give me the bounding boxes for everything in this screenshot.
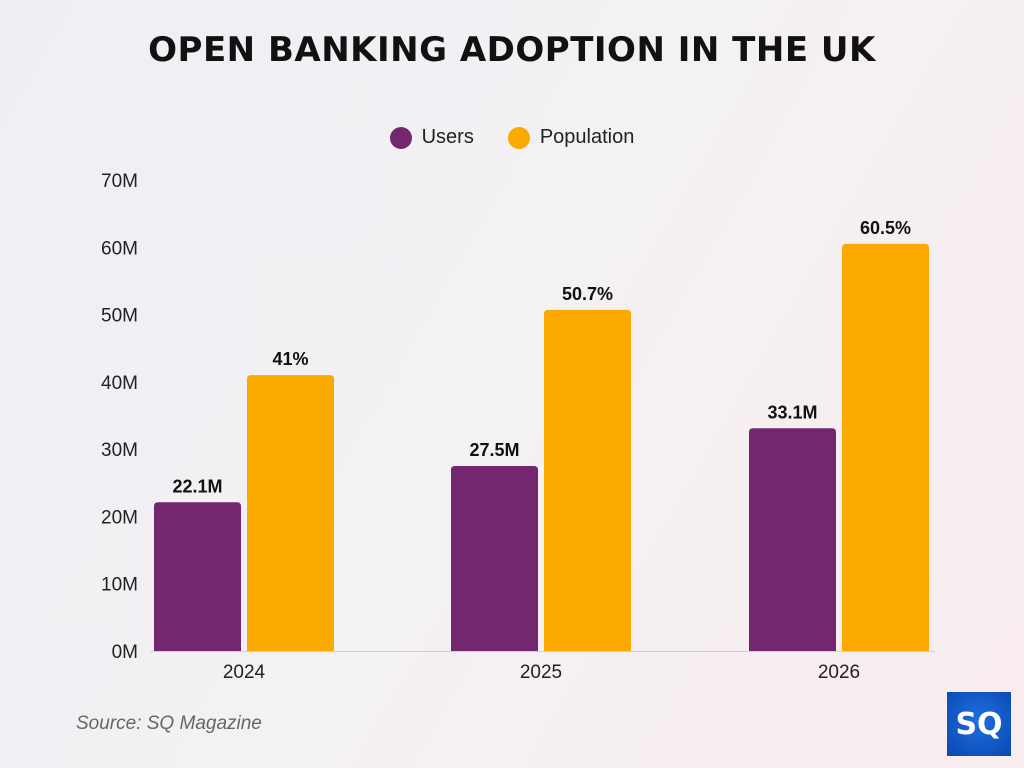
- chart-title: OPEN BANKING ADOPTION IN THE UK: [148, 30, 876, 70]
- legend-label-population: Population: [539, 126, 635, 148]
- y-tick-label: 60M: [101, 238, 138, 259]
- bar-users-2024: [154, 502, 241, 651]
- y-tick-label: 20M: [101, 507, 138, 528]
- y-tick-label: 50M: [101, 306, 138, 327]
- data-label: 22.1M: [172, 476, 222, 496]
- x-tick-label: 2025: [520, 662, 562, 683]
- legend-item-population: Population: [507, 126, 635, 149]
- bar-users-2025: [451, 465, 538, 651]
- x-tick-label: 2026: [818, 662, 860, 683]
- data-label: 41%: [272, 349, 308, 369]
- bar-population-2024: [247, 375, 334, 651]
- y-tick-label: 10M: [101, 575, 138, 596]
- data-label: 27.5M: [469, 440, 519, 460]
- data-label: 50.7%: [562, 284, 613, 304]
- legend-item-users: Users: [389, 126, 474, 149]
- data-label: 60.5%: [860, 218, 911, 238]
- data-label: 33.1M: [767, 402, 817, 422]
- y-tick-label: 30M: [101, 440, 138, 461]
- sq-logo: SQ: [947, 692, 1011, 756]
- bar-users-2026: [749, 428, 836, 651]
- legend-swatch-users: [389, 126, 412, 149]
- bar-population-2025: [544, 309, 631, 651]
- legend-label-users: Users: [421, 126, 474, 148]
- y-tick-label: 70M: [101, 171, 138, 192]
- bar-population-2026: [842, 243, 929, 651]
- legend-swatch-population: [507, 126, 530, 149]
- source-note: Source: SQ Magazine: [76, 713, 262, 734]
- y-tick-label: 0M: [112, 642, 138, 663]
- x-tick-label: 2024: [223, 662, 266, 683]
- legend: Users Population: [0, 126, 1024, 149]
- y-tick-label: 40M: [101, 373, 138, 394]
